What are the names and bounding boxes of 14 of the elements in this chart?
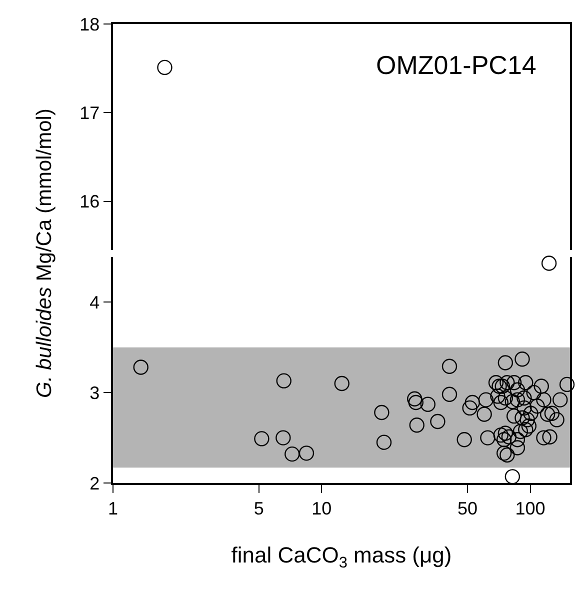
y-tick-label: 2 <box>90 473 100 494</box>
y-axis-title: G. bulloides Mg/Ca (mmol/mol) <box>32 108 56 398</box>
annotation: OMZ01-PC14 <box>376 50 536 80</box>
y-tick-label: 3 <box>90 382 100 403</box>
x-tick-label: 1 <box>108 498 118 518</box>
y-tick-label: 16 <box>80 192 100 212</box>
y-tick-label: 4 <box>90 292 100 312</box>
y-tick-label: 17 <box>80 102 100 123</box>
x-tick-label: 50 <box>457 498 478 518</box>
x-tick-label: 100 <box>515 498 546 518</box>
x-axis-title: final CaCO$_{3}$ mass (μg) <box>231 542 452 572</box>
x-tick-label: 5 <box>254 498 264 518</box>
x-tick-label: 10 <box>312 498 332 518</box>
y-tick-label: 18 <box>80 14 100 34</box>
